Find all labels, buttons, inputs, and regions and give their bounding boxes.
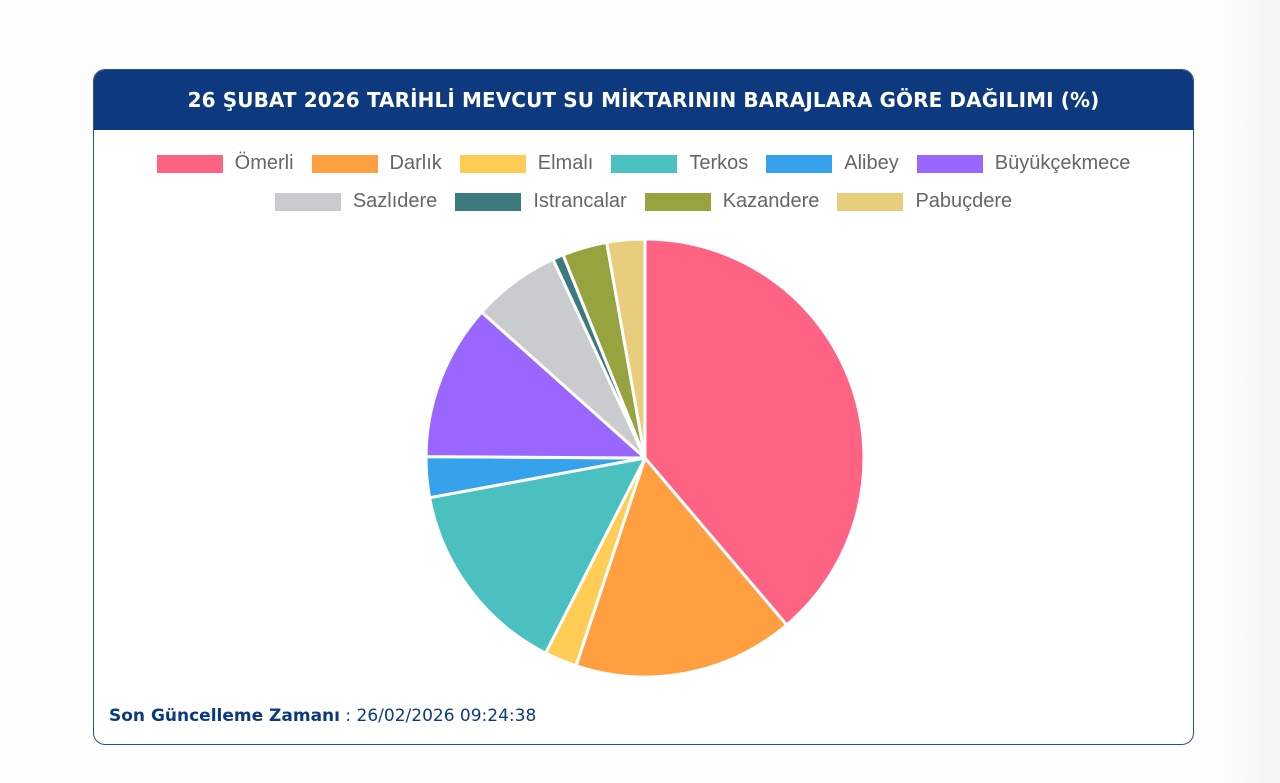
legend-swatch <box>766 154 833 173</box>
last-updated-value: 26/02/2026 09:24:38 <box>356 706 537 726</box>
legend-item[interactable]: Darlık <box>311 152 442 175</box>
page-background-edge <box>1218 0 1280 783</box>
legend-swatch <box>459 154 526 173</box>
legend-item[interactable]: Pabuçdere <box>837 190 1012 213</box>
pie-slice-ömerli[interactable] <box>643 237 866 627</box>
legend-label: Alibey <box>844 152 899 174</box>
legend-label: Terkos <box>689 152 749 174</box>
legend-label: Ömerli <box>234 152 294 174</box>
last-updated: Son Güncelleme Zamanı : 26/02/2026 09:24… <box>109 706 536 726</box>
legend-swatch <box>916 154 983 173</box>
legend-swatch <box>311 154 378 173</box>
pie-slice-büyükçekmece[interactable] <box>424 310 647 460</box>
legend-label: Darlık <box>389 152 442 174</box>
legend-row: Ömerli Darlık Elmalı Terkos Alibey Büyükçekme… <box>148 152 1140 175</box>
legend-swatch <box>611 154 678 173</box>
legend-label: Istrancalar <box>533 190 627 212</box>
legend-label: Elmalı <box>537 152 594 174</box>
legend-item[interactable]: Büyükçekmece <box>916 152 1131 175</box>
legend-label: Büyükçekmece <box>994 152 1131 174</box>
legend-label: Sazlıdere <box>352 190 438 212</box>
legend-item[interactable]: Ömerli <box>156 152 294 175</box>
legend-swatch <box>644 192 711 211</box>
legend-item[interactable]: Kazandere <box>644 190 820 213</box>
chart-card: 26 ŞUBAT 2026 TARİHLİ MEVCUT SU MİKTARIN… <box>93 69 1194 745</box>
legend-swatch <box>156 154 223 173</box>
pie-slice-darlık[interactable] <box>574 456 789 679</box>
legend-item[interactable]: Terkos <box>611 152 748 175</box>
pie-slice-terkos[interactable] <box>428 456 647 655</box>
card-header: 26 ŞUBAT 2026 TARİHLİ MEVCUT SU MİKTARIN… <box>94 70 1193 130</box>
last-updated-label: Son Güncelleme Zamanı <box>109 706 340 726</box>
legend-item[interactable]: Sazlıdere <box>274 190 438 213</box>
legend-swatch <box>274 192 341 211</box>
legend-item[interactable]: Istrancalar <box>455 190 627 213</box>
legend-label: Pabuçdere <box>915 190 1013 212</box>
legend-label: Kazandere <box>722 190 820 212</box>
chart-legend: Ömerli Darlık Elmalı Terkos Alibey Büyükçekme… <box>94 152 1193 213</box>
pie-chart <box>423 236 867 680</box>
legend-item[interactable]: Alibey <box>766 152 899 175</box>
legend-swatch <box>837 192 904 211</box>
pie-slice-pabuçdere[interactable] <box>605 237 647 460</box>
legend-row: Sazlıdere Istrancalar Kazandere Pabuçdere <box>266 190 1021 213</box>
pie-chart-svg <box>424 237 866 679</box>
last-updated-separator: : <box>339 706 357 726</box>
legend-swatch <box>455 192 522 211</box>
legend-item[interactable]: Elmalı <box>459 152 594 175</box>
chart-title: 26 ŞUBAT 2026 TARİHLİ MEVCUT SU MİKTARIN… <box>187 88 1100 112</box>
